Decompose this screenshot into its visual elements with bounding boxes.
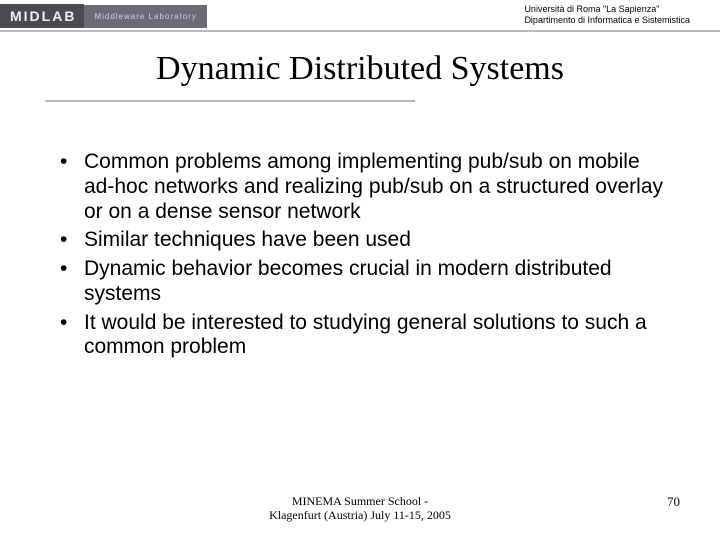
- bullet-item: Similar techniques have been used: [60, 228, 670, 253]
- footer-line-1: MINEMA Summer School -: [0, 494, 720, 508]
- slide-header: MIDLAB Middleware Laboratory Università …: [0, 0, 720, 44]
- bullet-list: Common problems among implementing pub/s…: [60, 150, 670, 360]
- logo: MIDLAB Middleware Laboratory: [0, 4, 207, 28]
- slide-footer: MINEMA Summer School - Klagenfurt (Austr…: [0, 494, 720, 530]
- bullet-item: It would be interested to studying gener…: [60, 311, 670, 361]
- title-underline: [45, 100, 415, 102]
- slide-body: Common problems among implementing pub/s…: [60, 150, 670, 364]
- affiliation: Università di Roma "La Sapienza" Diparti…: [524, 4, 690, 27]
- footer-text: MINEMA Summer School - Klagenfurt (Austr…: [0, 494, 720, 523]
- slide: MIDLAB Middleware Laboratory Università …: [0, 0, 720, 540]
- logo-subtitle: Middleware Laboratory: [84, 5, 206, 28]
- footer-line-2: Klagenfurt (Austria) July 11-15, 2005: [0, 508, 720, 522]
- affiliation-line-2: Dipartimento di Informatica e Sistemisti…: [524, 15, 690, 26]
- slide-title: Dynamic Distributed Systems: [0, 50, 720, 88]
- bullet-item: Common problems among implementing pub/s…: [60, 150, 670, 224]
- affiliation-line-1: Università di Roma "La Sapienza": [524, 4, 690, 15]
- page-number: 70: [667, 494, 680, 510]
- header-rule: [0, 30, 720, 32]
- logo-main: MIDLAB: [0, 4, 84, 28]
- bullet-item: Dynamic behavior becomes crucial in mode…: [60, 257, 670, 307]
